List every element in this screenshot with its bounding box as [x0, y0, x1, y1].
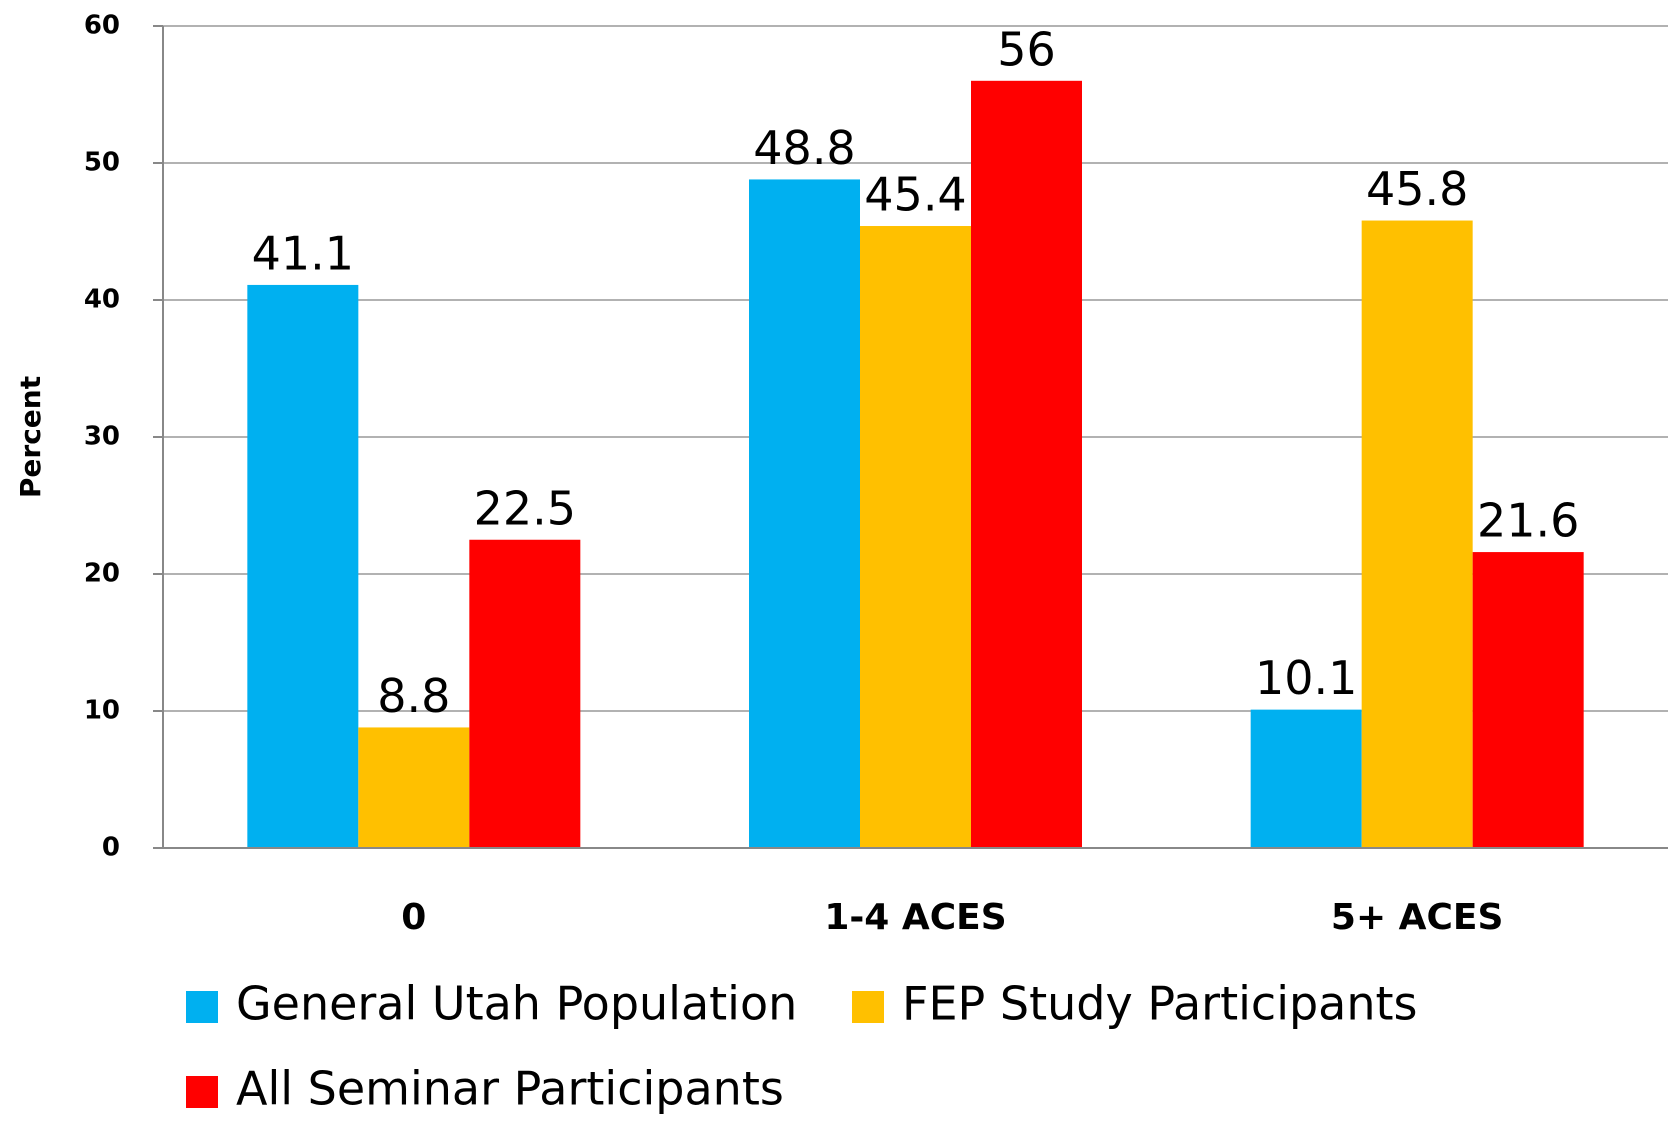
- legend-swatch: [186, 1076, 218, 1108]
- y-tick-label: 50: [84, 148, 120, 178]
- y-axis-title: Percent: [14, 376, 47, 498]
- bar: [247, 284, 359, 848]
- data-label: 22.5: [474, 481, 576, 535]
- bar: [971, 80, 1082, 849]
- y-tick-label: 20: [84, 559, 120, 589]
- y-tick-label: 10: [84, 696, 120, 726]
- legend-swatch: [852, 991, 884, 1023]
- data-label: 21.6: [1477, 494, 1579, 548]
- legend-label: General Utah Population: [236, 977, 797, 1031]
- data-label: 41.1: [252, 226, 354, 280]
- bar: [358, 727, 470, 848]
- y-tick-label: 30: [84, 422, 120, 452]
- x-tick-label: 0: [401, 897, 426, 938]
- bar: [749, 179, 860, 848]
- data-label: 45.8: [1366, 162, 1468, 216]
- x-tick-label: 5+ ACES: [1331, 897, 1504, 938]
- data-label: 48.8: [753, 121, 855, 175]
- y-tick-label: 0: [102, 833, 120, 863]
- bar: [1472, 552, 1584, 848]
- data-label: 56: [997, 22, 1056, 76]
- bar: [1250, 709, 1362, 848]
- legend-swatch: [186, 991, 218, 1023]
- data-label: 8.8: [377, 669, 450, 723]
- y-tick-label: 40: [84, 285, 120, 315]
- data-label: 45.4: [864, 168, 966, 222]
- bar: [1361, 220, 1473, 849]
- legend-label: FEP Study Participants: [902, 977, 1418, 1031]
- y-tick-label: 60: [84, 11, 120, 41]
- bar: [860, 226, 971, 848]
- data-label: 10.1: [1255, 651, 1357, 705]
- legend-label: All Seminar Participants: [236, 1062, 784, 1116]
- x-tick-label: 1-4 ACES: [824, 897, 1006, 938]
- bar: [469, 539, 581, 848]
